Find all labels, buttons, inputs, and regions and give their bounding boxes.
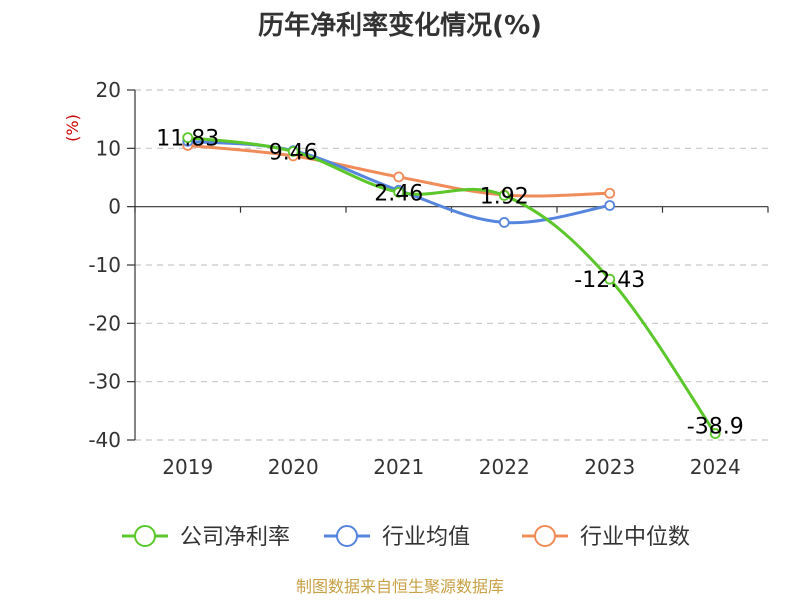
data-labels: 11.83 9.46 2.46 1.92 -12.43 -38.9 <box>156 127 743 440</box>
x-tick-label: 2019 <box>162 455 213 479</box>
y-tick-label: -40 <box>88 428 121 452</box>
y-axis-unit: (%) <box>63 114 82 142</box>
y-tick-label: 10 <box>96 136 121 160</box>
legend-label: 公司净利率 <box>180 525 290 550</box>
data-point <box>604 187 616 199</box>
data-point <box>182 132 194 144</box>
data-point <box>709 428 721 439</box>
legend-swatch-marker <box>336 525 358 547</box>
y-tick-label: -10 <box>88 253 121 277</box>
data-point <box>498 217 510 228</box>
data-point <box>393 171 405 183</box>
x-tick-label: 2023 <box>584 455 635 479</box>
data-label: -12.43 <box>574 268 645 293</box>
x-tick-label: 2024 <box>690 455 741 479</box>
data-point <box>287 146 299 157</box>
series-lines <box>182 132 721 439</box>
data-point <box>498 190 510 201</box>
data-label: 11.83 <box>156 127 219 152</box>
y-tick-label: 20 <box>96 78 121 102</box>
data-point <box>604 273 616 285</box>
legend-label: 行业中位数 <box>580 525 690 550</box>
y-tick-label: -30 <box>88 370 121 394</box>
legend[interactable]: 公司净利率 行业均值 行业中位数 <box>122 525 690 550</box>
x-tick-label: 2021 <box>373 455 424 479</box>
data-point <box>604 200 616 211</box>
legend-item[interactable]: 行业中位数 <box>522 525 690 550</box>
data-label: 2.46 <box>374 181 423 206</box>
legend-swatch-marker <box>534 525 556 547</box>
data-label: -38.9 <box>687 415 744 440</box>
data-point <box>393 186 405 198</box>
series-line <box>187 136 717 435</box>
data-label: 1.92 <box>480 184 529 209</box>
source-note: 制图数据来自恒生聚源数据库 <box>296 577 504 596</box>
legend-item[interactable]: 公司净利率 <box>122 525 290 550</box>
y-tick-label: 0 <box>108 195 121 219</box>
x-tick-label: 2022 <box>479 455 530 479</box>
legend-item[interactable]: 行业均值 <box>324 525 470 550</box>
legend-label: 行业均值 <box>382 525 470 550</box>
axes: 20 10 0 -10 -20 -30 -40 2019 2020 2021 2022 2023 202… <box>88 78 769 479</box>
x-tick-label: 2020 <box>268 455 319 479</box>
data-label: 9.46 <box>269 140 318 165</box>
chart-title: 历年净利率变化情况(%) <box>258 10 542 41</box>
y-tick-label: -20 <box>88 311 121 335</box>
legend-swatch-marker <box>134 525 156 547</box>
